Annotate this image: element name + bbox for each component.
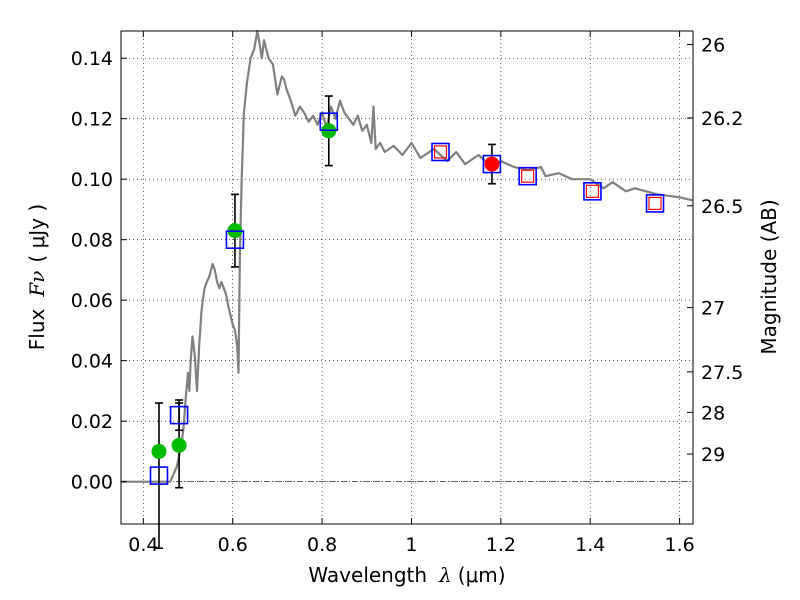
x-tick-label-2: 0.8 <box>307 534 337 556</box>
green-circle-0 <box>151 443 167 459</box>
model-spectrum-line <box>121 29 694 483</box>
red-square-3 <box>648 196 662 210</box>
y-tick-label-2: 0.04 <box>71 351 113 373</box>
x-tick-label-4: 1.2 <box>486 534 516 556</box>
blue-square-5 <box>482 154 502 174</box>
y2-tick-label-0: 26 <box>701 34 725 56</box>
x-axis-label: Wavelength <box>308 563 427 587</box>
green-circle-1 <box>171 437 187 453</box>
blue-square-4 <box>431 142 450 162</box>
y-axis-label: Flux <box>25 308 49 350</box>
y-tick-label-4: 0.08 <box>71 230 113 252</box>
plot-frame <box>120 30 694 525</box>
y2-tick-label-6: 29 <box>701 444 725 466</box>
x-axis-unit: (μm) <box>458 563 506 587</box>
x-axis-title: Wavelength λ (μm) <box>308 563 505 587</box>
blue-square-7 <box>583 182 602 201</box>
model-spectrum <box>121 29 694 483</box>
y-axis-symbol: Fν <box>25 271 49 298</box>
red-square-0 <box>433 145 448 159</box>
markers <box>149 112 665 485</box>
y-tick-label-0: 0.00 <box>71 472 113 494</box>
blue-square-2 <box>225 230 245 249</box>
ticks: 0.4 0.6 0.8 1 1.2 1.4 1.6 0.00 0.02 0.04 0.06 0.08 0… <box>71 31 743 556</box>
red-square-1 <box>521 169 535 183</box>
y2-tick-label-2: 26.5 <box>701 196 743 218</box>
y-axis-unit: ( μJy ) <box>25 204 49 263</box>
plot-background <box>121 31 693 524</box>
blue-square-8 <box>645 194 665 213</box>
y2-tick-label-4: 27.5 <box>701 362 743 384</box>
blue-square-3 <box>319 112 339 132</box>
x-tick-label-6: 1.6 <box>664 534 694 556</box>
y-tick-label-6: 0.12 <box>71 109 113 131</box>
y-tick-label-3: 0.06 <box>71 290 113 312</box>
y2-tick-label-3: 27 <box>701 298 725 320</box>
blue-square-0 <box>149 466 169 485</box>
y2-axis-title: Magnitude (AB) <box>757 199 781 354</box>
x-tick-label-5: 1.4 <box>575 534 605 556</box>
y-axis-title: Flux Fν ( μJy ) <box>25 204 49 350</box>
red-square-2 <box>585 184 600 198</box>
y-tick-label-7: 0.14 <box>71 48 113 70</box>
x-tick-label-3: 1 <box>405 534 417 556</box>
y2-tick-label-5: 28 <box>701 402 725 424</box>
red-circle-0 <box>484 156 500 172</box>
x-tick-label-0: 0.4 <box>128 534 158 556</box>
blue-square-1 <box>169 405 189 425</box>
blue-square-6 <box>518 166 537 186</box>
y-tick-label-5: 0.10 <box>71 169 113 191</box>
x-axis-symbol: λ <box>438 563 452 587</box>
y-tick-label-1: 0.02 <box>71 411 113 433</box>
y2-tick-label-1: 26.2 <box>701 108 743 130</box>
x-tick-label-1: 0.6 <box>218 534 248 556</box>
